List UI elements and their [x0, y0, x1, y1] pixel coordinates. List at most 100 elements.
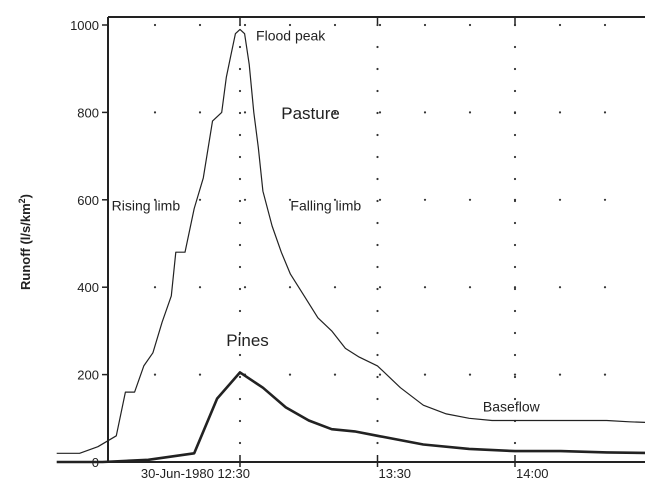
annotation-rising-limb: Rising limb — [112, 198, 181, 214]
grid-dot — [376, 67, 379, 71]
grid-dot — [378, 286, 382, 289]
grid-dot — [603, 286, 607, 289]
grid-dot — [238, 133, 242, 137]
grid-dot — [333, 23, 337, 27]
grid-dot — [376, 353, 379, 357]
grid-dot — [513, 155, 517, 159]
annotation-falling-limb: Falling limb — [290, 198, 361, 214]
grid-dot — [376, 331, 379, 335]
grid-dot — [288, 286, 292, 289]
grid-dot — [238, 265, 242, 269]
grid-dot — [513, 243, 517, 247]
grid-dot — [376, 243, 379, 247]
grid-dot — [513, 67, 517, 71]
grid-dot — [376, 133, 379, 137]
grid-dots — [153, 23, 607, 445]
grid-dot — [376, 221, 379, 225]
grid-dot — [376, 375, 379, 379]
grid-dot — [238, 67, 242, 71]
grid-dot — [238, 221, 242, 225]
annotations: Flood peak Pasture Rising limb Falling limb… — [112, 27, 541, 414]
grid-dot — [378, 111, 382, 114]
grid-dot — [378, 373, 382, 376]
series-lines — [56, 28, 645, 464]
grid-dot — [468, 373, 472, 376]
grid-dot — [288, 23, 292, 27]
grid-dot — [238, 375, 242, 379]
grid-dot — [333, 111, 337, 114]
grid-dot — [513, 309, 517, 313]
grid-dot — [153, 286, 157, 289]
grid-dot — [558, 23, 562, 27]
grid-dot — [513, 133, 517, 137]
grid-dot — [238, 89, 242, 93]
grid-dot — [238, 23, 242, 27]
grid-dot — [333, 286, 337, 289]
y-axis-label-main: Runoff (l/s/km — [18, 203, 33, 290]
grid-dot — [513, 111, 517, 114]
grid-dot — [376, 419, 379, 423]
grid-dot — [238, 441, 242, 445]
grid-dot — [603, 373, 607, 376]
grid-dot — [238, 419, 242, 423]
grid-dot — [423, 111, 427, 114]
grid-dot — [333, 373, 337, 376]
grid-dot — [423, 23, 427, 27]
grid-dot — [153, 198, 157, 201]
grid-dot — [603, 23, 607, 27]
grid-dot — [468, 23, 472, 27]
grid-dot — [513, 265, 517, 269]
grid-dot — [558, 111, 562, 114]
grid-dot — [243, 111, 247, 114]
grid-dot — [468, 286, 472, 289]
grid-dot — [378, 23, 382, 27]
grid-dot — [238, 111, 242, 115]
grid-dot — [238, 309, 242, 313]
grid-dot — [238, 397, 242, 401]
grid-dot — [238, 287, 242, 291]
grid-dot — [558, 286, 562, 289]
grid-dot — [153, 373, 157, 376]
annotation-pines: Pines — [226, 331, 269, 350]
grid-dot — [603, 198, 607, 201]
grid-dot — [376, 45, 379, 49]
y-tick-label: 1000 — [70, 18, 99, 33]
grid-dot — [198, 286, 202, 289]
y-axis-label-sup: 2 — [17, 198, 27, 203]
grid-dot — [333, 198, 337, 201]
grid-dot — [513, 286, 517, 289]
grid-dot — [198, 373, 202, 376]
grid-dot — [513, 375, 517, 379]
grid-dot — [376, 23, 379, 27]
y-axis-label-close: ) — [18, 194, 33, 198]
grid-dot — [513, 45, 517, 49]
grid-dot — [376, 287, 379, 291]
grid-dot — [603, 111, 607, 114]
grid-dot — [153, 111, 157, 114]
grid-dot — [238, 353, 242, 357]
grid-dot — [513, 287, 517, 291]
y-tick-label: 200 — [77, 368, 99, 383]
grid-dot — [468, 111, 472, 114]
grid-dot — [513, 198, 517, 201]
grid-dot — [513, 331, 517, 335]
grid-dot — [423, 373, 427, 376]
annotation-flood-peak: Flood peak — [256, 27, 326, 43]
y-axis-label: Runoff (l/s/km2) — [17, 194, 33, 290]
grid-dot — [376, 111, 379, 115]
x-tick-label: 30-Jun-1980 12:30 — [141, 466, 250, 479]
grid-dot — [288, 373, 292, 376]
grid-dot — [238, 177, 242, 181]
y-tick-label: 400 — [77, 280, 99, 295]
grid-dot — [376, 309, 379, 313]
grid-dot — [238, 331, 242, 335]
grid-dot — [288, 198, 292, 201]
grid-dot — [376, 441, 379, 445]
grid-dot — [376, 397, 379, 401]
grid-dot — [378, 198, 382, 201]
grid-dot — [513, 441, 517, 445]
series-line-pasture — [56, 28, 645, 454]
grid-dot — [513, 177, 517, 181]
grid-dot — [198, 111, 202, 114]
grid-dot — [513, 353, 517, 357]
